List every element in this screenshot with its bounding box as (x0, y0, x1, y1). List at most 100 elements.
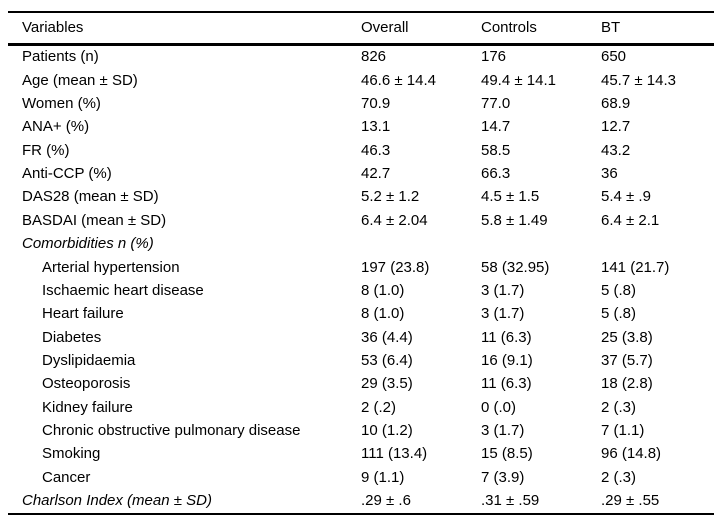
row-value-overall: 46.3 (361, 142, 391, 159)
row-value-overall: 111 (13.4) (361, 446, 428, 463)
row-value-bt: 45.7 ± 14.3 (601, 72, 676, 89)
row-label: Heart failure (42, 306, 124, 323)
row-value-bt: 650 (601, 49, 627, 66)
table-row: BASDAI (mean ± SD) 6.4 ± 2.04 5.8 ± 1.49 6.… (8, 209, 714, 232)
table-row: Comorbidities n (%) (8, 233, 714, 256)
table-row: Age (mean ± SD) 46.6 ± 14.4 49.4 ± 14.1 45.… (8, 69, 714, 92)
row-label: Diabetes (42, 329, 102, 346)
row-value-controls: .31 ± .59 (481, 492, 540, 509)
row-value-overall: 70.9 (361, 96, 391, 113)
row-value-overall: 2 (.2) (361, 399, 397, 416)
row-value-overall: 29 (3.5) (361, 376, 413, 393)
row-value-bt: 141 (21.7) (601, 259, 670, 276)
row-value-controls: 7 (3.9) (481, 469, 525, 486)
row-value-controls: 15 (8.5) (481, 446, 533, 463)
row-value-overall: 197 (23.8) (361, 259, 430, 276)
row-label: Osteoporosis (42, 376, 131, 393)
row-value-controls: 16 (9.1) (481, 352, 533, 369)
row-value-bt: 5.4 ± .9 (601, 189, 651, 206)
row-value-bt: 5 (.8) (601, 306, 637, 323)
row-value-bt: 25 (3.8) (601, 329, 653, 346)
row-value-bt: 37 (5.7) (601, 352, 653, 369)
row-value-controls: 176 (481, 49, 507, 66)
table-row: Kidney failure 2 (.2) 0 (.0) 2 (.3) (8, 396, 714, 419)
row-label: Anti-CCP (%) (22, 166, 112, 183)
row-value-overall: .29 ± .6 (361, 492, 411, 509)
row-value-bt: 12.7 (601, 119, 631, 136)
table-row: Arterial hypertension 197 (23.8) 58 (32.95… (8, 256, 714, 279)
baseline-characteristics-table: Variables Overall Controls BT Patients (… (8, 11, 714, 515)
row-value-controls: 58.5 (481, 142, 511, 159)
row-value-bt: 2 (.3) (601, 469, 637, 486)
row-value-bt: 5 (.8) (601, 282, 637, 299)
row-label: Dyslipidaemia (42, 352, 136, 369)
table-row: Smoking 111 (13.4) 15 (8.5) 96 (14.8) (8, 443, 714, 466)
table-row: Dyslipidaemia 53 (6.4) 16 (9.1) 37 (5.7) (8, 349, 714, 372)
row-value-bt: 2 (.3) (601, 399, 637, 416)
row-value-controls: 3 (1.7) (481, 306, 525, 323)
table-row: Cancer 9 (1.1) 7 (3.9) 2 (.3) (8, 466, 714, 489)
table-row: FR (%) 46.3 58.5 43.2 (8, 139, 714, 162)
row-label: Chronic obstructive pulmonary disease (42, 422, 301, 439)
column-header-overall: Overall (361, 19, 409, 36)
row-value-controls: 3 (1.7) (481, 422, 525, 439)
row-value-overall: 36 (4.4) (361, 329, 413, 346)
column-header-variables: Variables (22, 19, 84, 36)
row-value-bt: 6.4 ± 2.1 (601, 212, 660, 229)
table-header-row: Variables Overall Controls BT (8, 11, 714, 46)
row-value-overall: 13.1 (361, 119, 391, 136)
table-row: Women (%) 70.9 77.0 68.9 (8, 93, 714, 116)
row-value-controls: 0 (.0) (481, 399, 517, 416)
row-label: Charlson Index (mean ± SD) (22, 492, 212, 509)
row-value-controls: 77.0 (481, 96, 511, 113)
row-value-controls: 11 (6.3) (481, 329, 532, 346)
row-label: Age (mean ± SD) (22, 72, 138, 89)
row-value-bt: 43.2 (601, 142, 631, 159)
row-value-bt: .29 ± .55 (601, 492, 660, 509)
row-value-controls: 4.5 ± 1.5 (481, 189, 540, 206)
table-row: DAS28 (mean ± SD) 5.2 ± 1.2 4.5 ± 1.5 5.4 ±… (8, 186, 714, 209)
table-row: Diabetes 36 (4.4) 11 (6.3) 25 (3.8) (8, 326, 714, 349)
row-value-bt: 68.9 (601, 96, 631, 113)
table-body: Patients (n) 826 176 650 Age (mean ± SD) 46.6… (8, 46, 714, 515)
column-header-controls: Controls (481, 19, 537, 36)
table-row: Ischaemic heart disease 8 (1.0) 3 (1.7) 5 (… (8, 279, 714, 302)
row-label: ANA+ (%) (22, 119, 90, 136)
row-value-overall: 42.7 (361, 166, 391, 183)
row-label: BASDAI (mean ± SD) (22, 212, 167, 229)
row-value-overall: 53 (6.4) (361, 352, 413, 369)
row-label: DAS28 (mean ± SD) (22, 189, 159, 206)
row-label: Ischaemic heart disease (42, 282, 204, 299)
row-value-bt: 36 (601, 166, 618, 183)
row-label: Patients (n) (22, 49, 99, 66)
table-row: Heart failure 8 (1.0) 3 (1.7) 5 (.8) (8, 303, 714, 326)
row-label: Kidney failure (42, 399, 133, 416)
column-header-bt: BT (601, 19, 621, 36)
row-value-bt: 7 (1.1) (601, 422, 645, 439)
row-value-controls: 5.8 ± 1.49 (481, 212, 548, 229)
row-label: Cancer (42, 469, 91, 486)
row-value-bt: 18 (2.8) (601, 376, 653, 393)
row-value-overall: 9 (1.1) (361, 469, 405, 486)
row-value-controls: 49.4 ± 14.1 (481, 72, 556, 89)
table-row: Patients (n) 826 176 650 (8, 46, 714, 69)
table-row: Anti-CCP (%) 42.7 66.3 36 (8, 163, 714, 186)
row-value-controls: 11 (6.3) (481, 376, 532, 393)
table-row: Osteoporosis 29 (3.5) 11 (6.3) 18 (2.8) (8, 373, 714, 396)
table-row: Chronic obstructive pulmonary disease 10 … (8, 420, 714, 443)
row-label: FR (%) (22, 142, 70, 159)
row-value-controls: 66.3 (481, 166, 511, 183)
row-value-overall: 5.2 ± 1.2 (361, 189, 420, 206)
row-label: Arterial hypertension (42, 259, 180, 276)
row-value-controls: 58 (32.95) (481, 259, 550, 276)
row-value-bt: 96 (14.8) (601, 446, 662, 463)
row-value-overall: 6.4 ± 2.04 (361, 212, 428, 229)
row-value-controls: 3 (1.7) (481, 282, 525, 299)
row-label: Comorbidities n (%) (22, 236, 154, 253)
row-value-overall: 8 (1.0) (361, 306, 405, 323)
row-value-overall: 10 (1.2) (361, 422, 413, 439)
row-value-overall: 826 (361, 49, 387, 66)
row-value-controls: 14.7 (481, 119, 511, 136)
row-value-overall: 8 (1.0) (361, 282, 405, 299)
row-label: Women (%) (22, 96, 101, 113)
